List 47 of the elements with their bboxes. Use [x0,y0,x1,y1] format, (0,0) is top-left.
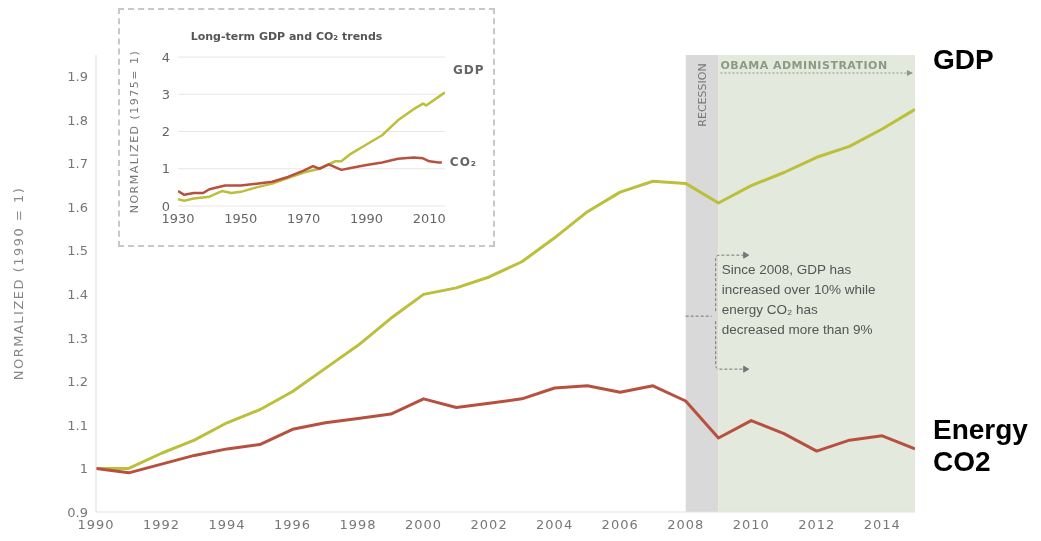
y-tick-label: 1.5 [67,243,88,259]
series-label: CO₂ [449,155,478,170]
y-tick-label: 1.6 [67,199,88,215]
series-label: GDP [453,63,485,78]
annotation: Since 2008, GDP has increased over 10% while energy CO₂ has decreased more than 9% [721,261,877,340]
line-series [96,384,915,475]
line-series [178,91,445,203]
y-tick-label: 0 [161,198,170,214]
y-tick-label: 1.4 [67,287,88,302]
x-tick-label: 1996 [274,517,312,533]
x-tick-label: 2008 [667,517,705,533]
x-tick-label: 2004 [536,517,574,533]
x-tick-label: 2002 [470,517,508,533]
x-tick-label: 1998 [339,517,377,533]
x-tick-label: 2010 [732,517,770,533]
x-tick-label: 1990 [77,517,115,533]
x-tick-label: 1994 [208,517,246,533]
x-tick-label: 2000 [405,517,443,533]
y-tick-label: 1.9 [67,69,88,85]
y-axis-title: NORMALIZED (1990 = 1) [10,186,26,381]
x-tick-label: 1930 [161,211,195,227]
y-tick-label: 4 [161,49,170,65]
y-tick-label: 1.3 [67,330,88,346]
y-tick-label: 1.7 [67,156,88,172]
series-label: GDP [933,44,994,76]
band-label: OBAMA ADMINISTRATION [720,59,888,72]
x-tick-label: 1990 [349,211,384,227]
chart-title: Long-term GDP and CO₂ trends [189,30,384,43]
y-tick-label: 2 [161,124,170,140]
band-label: RECESSION [696,63,710,127]
x-tick-label: 2012 [798,517,836,533]
x-tick-label: 2006 [601,517,639,533]
x-tick-label: 1992 [142,517,181,533]
y-tick-label: 1.1 [67,417,88,433]
line-series [178,156,444,197]
y-tick-label: 1.2 [67,374,88,390]
x-tick-label: 2010 [412,211,446,227]
x-tick-label: 1970 [287,211,321,227]
x-tick-label: 2014 [863,517,901,533]
y-tick-label: 1 [161,161,170,177]
y-tick-label: 1 [79,461,88,477]
y-tick-label: 0.9 [67,504,88,520]
y-tick-label: 1.8 [67,112,88,128]
series-label: Energy CO2 [933,413,1029,477]
x-tick-label: 1950 [224,211,258,227]
y-axis-title: NORMALIZED (1975= 1) [127,49,141,214]
y-tick-label: 3 [161,86,170,102]
